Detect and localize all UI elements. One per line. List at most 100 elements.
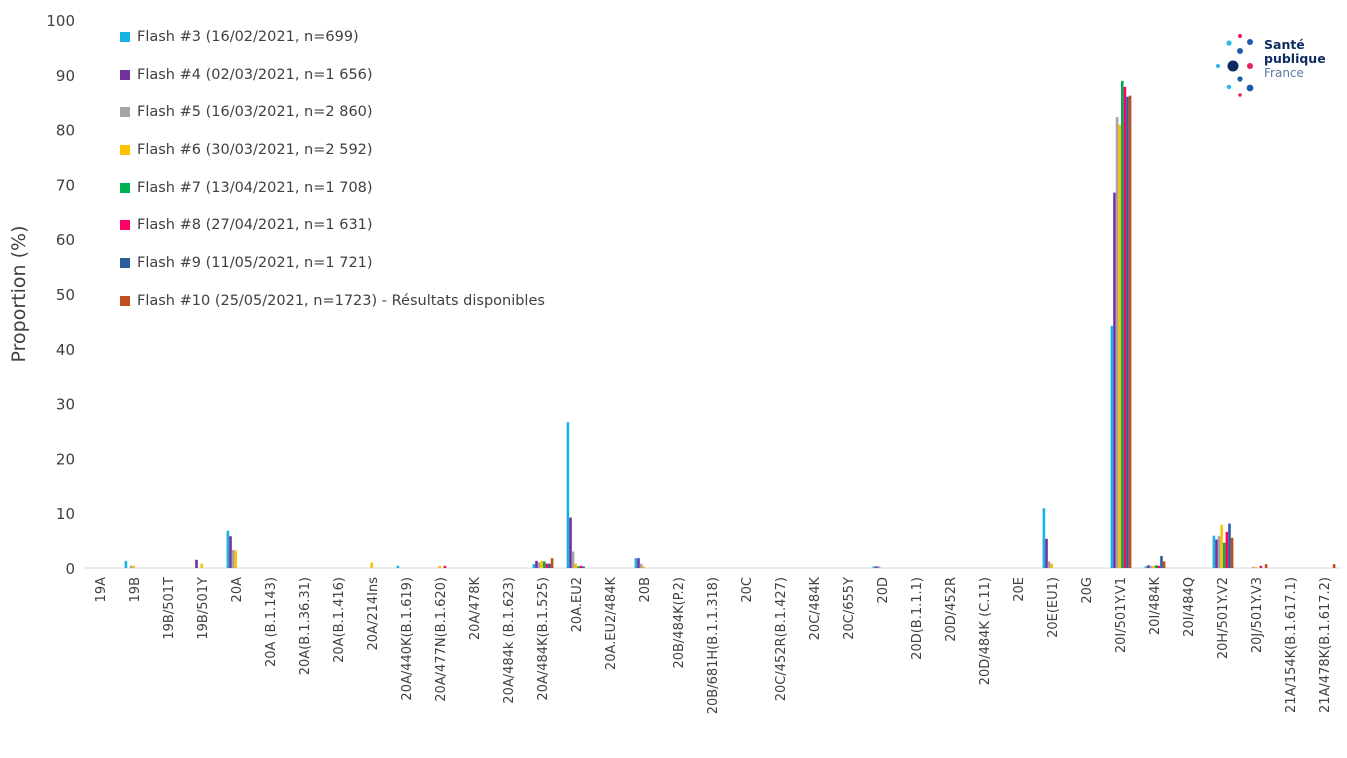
x-tick-label: 20D [876, 577, 891, 604]
bar [1162, 561, 1166, 568]
x-tick-label: 19B/501T [162, 577, 177, 640]
legend-item: Flash #7 (13/04/2021, n=1 708) [120, 169, 545, 207]
y-tick-label: 20 [56, 450, 75, 468]
bar [1228, 523, 1231, 568]
y-tick-label: 30 [56, 396, 75, 414]
bar [1217, 536, 1221, 568]
y-tick-label: 50 [56, 286, 75, 304]
y-tick-label: 70 [56, 176, 75, 194]
legend-swatch [120, 69, 130, 80]
bar [1126, 96, 1129, 568]
bar [129, 565, 133, 568]
bar [1147, 565, 1150, 568]
bar [234, 550, 237, 568]
bar [872, 566, 876, 568]
bar [1212, 535, 1216, 568]
bar [571, 551, 575, 568]
legend-item: Flash #4 (02/03/2021, n=1 656) [120, 56, 545, 94]
bar [443, 565, 447, 568]
x-tick-label: 21A/154K(B.1.617.1) [1284, 577, 1299, 713]
bar [124, 560, 128, 568]
legend-label: Flash #10 (25/05/2021, n=1723) - Résulta… [137, 292, 545, 309]
legend-item: Flash #6 (30/03/2021, n=2 592) [120, 131, 545, 169]
x-tick-label: 19B [128, 577, 143, 602]
y-tick-label: 80 [56, 122, 75, 140]
y-tick-label: 0 [65, 560, 75, 578]
bar [370, 562, 373, 568]
x-tick-label: 20A [230, 577, 245, 603]
bar [875, 566, 878, 568]
x-tick-label: 20I/501Y.V1 [1114, 577, 1129, 653]
bar [1128, 95, 1132, 569]
x-tick-label: 20C/655Y [842, 577, 857, 640]
bar [1160, 555, 1163, 568]
bar [1215, 539, 1218, 568]
x-tick-label: 20H/501Y.V2 [1216, 577, 1231, 659]
bar [582, 566, 585, 568]
logo-text-line3: France [1264, 66, 1304, 80]
bar [1223, 542, 1226, 568]
x-tick-label: 20C/452R(B.1.427) [774, 577, 789, 701]
x-tick-label: 20A/478K [468, 577, 483, 641]
legend-label: Flash #3 (16/02/2021, n=699) [137, 28, 359, 45]
bar [1149, 565, 1153, 568]
x-tick-label: 20A(B.1.416) [332, 577, 347, 663]
bar [579, 565, 583, 568]
x-tick-label: 20G [1080, 577, 1095, 604]
bar [545, 563, 549, 568]
bar [1259, 565, 1263, 568]
x-tick-label: 20D/484K (C.11) [978, 577, 993, 685]
bar [396, 565, 400, 568]
bar [1047, 561, 1051, 568]
bar [1113, 192, 1116, 568]
x-tick-label: 20A/440K(B.1.619) [400, 577, 415, 701]
x-tick-label: 20C [740, 577, 755, 603]
y-tick-label: 10 [56, 505, 75, 523]
legend-swatch [120, 107, 130, 118]
sante-publique-france-logo: Santé publique France [1210, 33, 1330, 97]
bar [1155, 565, 1158, 568]
bar [639, 563, 643, 568]
bar [1115, 117, 1119, 568]
bar [1220, 524, 1223, 568]
legend-item: Flash #10 (25/05/2021, n=1723) - Résulta… [120, 282, 545, 320]
legend-item: Flash #5 (16/03/2021, n=2 860) [120, 93, 545, 131]
bar [1045, 538, 1048, 568]
legend-label: Flash #7 (13/04/2021, n=1 708) [137, 179, 373, 196]
bar [1118, 124, 1121, 569]
y-axis-title: Proportion (%) [8, 226, 30, 363]
x-tick-label: 19A [94, 577, 109, 603]
x-tick-label: 20A/214Ins [366, 577, 381, 651]
y-tick-label: 100 [46, 12, 75, 30]
bar [1050, 563, 1053, 568]
bar [574, 563, 577, 568]
bar [231, 549, 235, 568]
bar [132, 565, 135, 568]
bar [566, 422, 570, 568]
logo-dots-icon [1216, 34, 1254, 97]
bar [195, 559, 198, 568]
bar [1144, 566, 1148, 568]
legend-item: Flash #8 (27/04/2021, n=1 631) [120, 206, 545, 244]
legend-item: Flash #3 (16/02/2021, n=699) [120, 18, 545, 56]
bar [540, 560, 543, 568]
x-tick-label: 20A/477N(B.1.620) [434, 577, 449, 702]
bar [1225, 531, 1229, 568]
bar [548, 563, 551, 568]
x-tick-label: 20I/484K [1148, 577, 1163, 636]
legend-swatch [120, 182, 130, 193]
x-tick-label: 20B [638, 577, 653, 602]
legend-swatch [120, 31, 130, 42]
bar [1123, 86, 1127, 569]
y-tick-label: 90 [56, 67, 75, 85]
x-tick-label: 21A/478K(B.1.617.2) [1318, 577, 1333, 713]
x-tick-label: 20J/501Y.V3 [1250, 577, 1265, 653]
bar [1157, 565, 1161, 568]
bar [1042, 508, 1046, 568]
x-tick-label: 20D(B.1.1.1) [910, 577, 925, 660]
bar [200, 563, 203, 568]
bar [535, 560, 538, 568]
logo-text-line1: Santé [1264, 37, 1305, 52]
bar [642, 566, 645, 568]
legend-label: Flash #8 (27/04/2021, n=1 631) [137, 217, 373, 234]
